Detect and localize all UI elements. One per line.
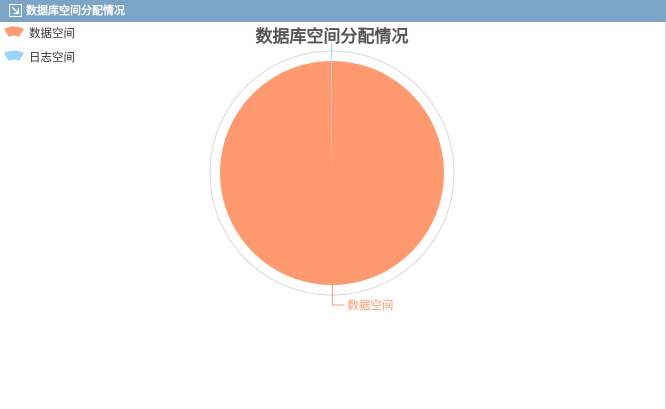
pie-chart: 数据库空间分配情况 数据空间 日志空间 数据空间 bbox=[4, 26, 455, 312]
legend-label-0: 数据空间 bbox=[29, 26, 75, 40]
pie-slices bbox=[220, 60, 445, 285]
legend-swatch-0 bbox=[4, 26, 24, 37]
pie-label-0: 数据空间 bbox=[347, 298, 393, 312]
panel-header: 数据库空间分配情况 bbox=[0, 0, 666, 22]
pie-slice-0[interactable] bbox=[220, 60, 445, 285]
legend-label-1: 日志空间 bbox=[29, 50, 75, 64]
collapse-arrow-icon[interactable] bbox=[9, 4, 22, 17]
chart-title: 数据库空间分配情况 bbox=[256, 26, 409, 47]
legend-swatch-1 bbox=[4, 50, 24, 61]
pie-label-line-0 bbox=[331, 284, 345, 306]
panel-title: 数据库空间分配情况 bbox=[26, 4, 125, 17]
legend: 数据空间 日志空间 bbox=[4, 26, 75, 64]
legend-item-1[interactable]: 日志空间 bbox=[4, 50, 75, 64]
pie-slice-1[interactable] bbox=[331, 61, 332, 173]
pie-labels: 数据空间 bbox=[331, 43, 393, 312]
legend-item-0[interactable]: 数据空间 bbox=[4, 26, 75, 40]
